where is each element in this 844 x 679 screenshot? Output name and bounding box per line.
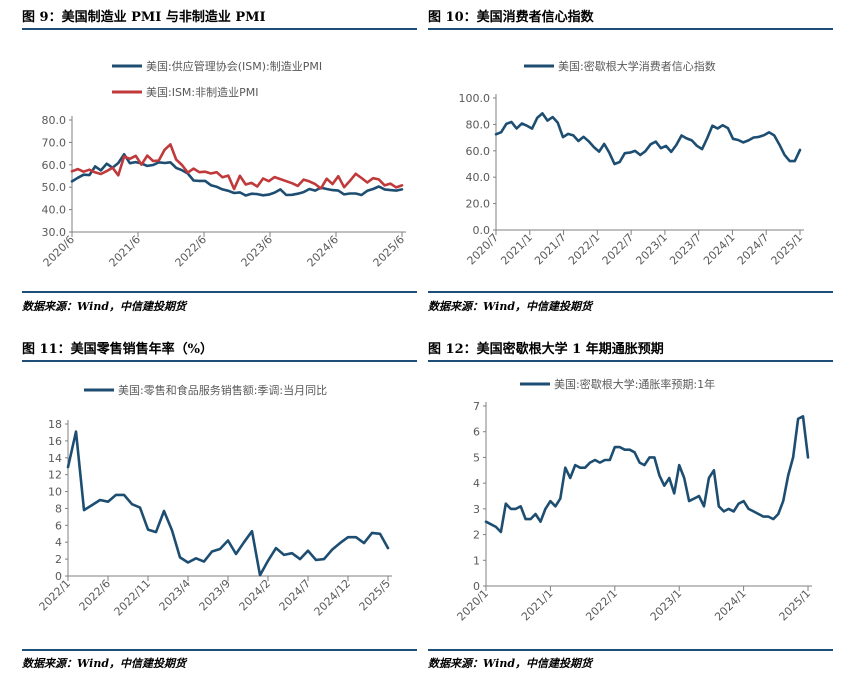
legend-label: 美国:密歇根大学消费者信心指数	[558, 59, 716, 73]
series-line	[70, 153, 404, 197]
legend-label: 美国:密歇根大学:通胀率预期:1年	[554, 377, 715, 391]
x-tick-label: 2025/5	[357, 577, 394, 614]
x-tick-label: 2022/1	[583, 587, 620, 624]
x-tick-label: 2023/6	[239, 233, 276, 270]
y-tick-label: 60.0	[42, 159, 67, 172]
x-tick-label: 2022/6	[173, 233, 210, 270]
title-rule	[22, 28, 417, 30]
x-tick-label: 2021/7	[532, 231, 569, 268]
source-rule	[428, 649, 833, 651]
y-tick-label: 0.0	[473, 224, 491, 237]
x-tick-label: 2023/7	[667, 231, 704, 268]
x-tick-label: 2023/1	[633, 231, 670, 268]
y-tick-label: 14	[48, 452, 62, 465]
x-tick-label: 2025/1	[777, 587, 814, 624]
x-tick-label: 2021/1	[498, 231, 535, 268]
y-tick-label: 20.0	[466, 198, 491, 211]
y-tick-label: 80.0	[466, 118, 491, 131]
chart-panel-inflation-expectations: 图 12：美国密歇根大学 1 年期通胀预期 0 1 2 3 4 5 6 7 2020/1 2021…	[428, 338, 833, 672]
y-tick-label: 30.0	[42, 226, 67, 239]
x-tick-label: 2023/4	[157, 577, 194, 614]
y-tick-label: 2	[473, 529, 480, 542]
y-tick-label: 4	[55, 536, 62, 549]
y-tick-label: 2	[55, 553, 62, 566]
source-rule	[428, 291, 833, 293]
x-tick-label: 2023/1	[648, 587, 685, 624]
x-tick-label: 2024/1	[712, 587, 749, 624]
y-tick-label: 70.0	[42, 136, 67, 149]
y-tick-label: 5	[473, 451, 480, 464]
x-tick-label: 2022/6	[77, 577, 114, 614]
chart-panel-pmi: 图 9：美国制造业 PMI 与非制造业 PMI 30.0 40.0 50.0 60.0…	[22, 6, 417, 316]
y-tick-label: 0	[473, 580, 480, 593]
chart-title: 图 12：美国密歇根大学 1 年期通胀预期	[428, 342, 664, 357]
y-tick-label: 40.0	[466, 171, 491, 184]
data-source: 数据来源：Wind，中信建投期货	[22, 300, 187, 313]
y-tick-label: 7	[473, 400, 480, 413]
source-rule	[22, 291, 417, 293]
series-line	[66, 430, 390, 577]
chart-title: 图 9：美国制造业 PMI 与非制造业 PMI	[22, 10, 266, 25]
legend-label: 美国:零售和食品服务销售额:季调:当月同比	[118, 383, 327, 397]
y-tick-label: 1	[473, 554, 480, 567]
chart-panel-consumer-confidence: 图 10：美国消费者信心指数 0.0 20.0 40.0 60.0 80.0 100.0 2…	[428, 6, 833, 316]
chart-title: 图 10：美国消费者信心指数	[428, 10, 594, 25]
x-tick-label: 2022/11	[112, 577, 154, 619]
legend-label: 美国:供应管理协会(ISM):制造业PMI	[146, 59, 322, 73]
y-tick-label: 6	[55, 519, 62, 532]
x-tick-label: 2024/6	[305, 233, 342, 270]
x-tick-label: 2024/1	[701, 231, 738, 268]
y-tick-label: 18	[48, 418, 62, 431]
legend-label: 美国:ISM:非制造业PMI	[146, 85, 259, 99]
series-line	[484, 414, 810, 534]
y-tick-label: 80.0	[42, 114, 67, 127]
chart-panel-retail-sales: 图 11：美国零售销售年率（%） 0 2 4 6 8 10 12 14 16 18 2022/1 20…	[22, 338, 417, 672]
x-tick-label: 2024/2	[237, 577, 274, 614]
y-tick-label: 0	[55, 570, 62, 583]
title-rule	[22, 360, 417, 362]
x-tick-label: 2025/6	[371, 233, 408, 270]
data-source: 数据来源：Wind，中信建投期货	[428, 300, 593, 313]
title-rule	[428, 28, 833, 30]
y-tick-label: 10	[48, 486, 62, 499]
data-source: 数据来源：Wind，中信建投期货	[22, 657, 187, 670]
data-source: 数据来源：Wind，中信建投期货	[428, 657, 593, 670]
source-rule	[22, 649, 417, 651]
y-tick-label: 8	[55, 502, 62, 515]
series-line	[70, 143, 404, 191]
title-rule	[428, 360, 833, 362]
x-tick-label: 2021/6	[107, 233, 144, 270]
x-tick-label: 2025/1	[769, 231, 806, 268]
x-tick-label: 2024/12	[312, 577, 354, 619]
y-tick-label: 100.0	[459, 92, 491, 105]
x-tick-label: 2022/1	[566, 231, 603, 268]
x-tick-label: 2024/7	[735, 231, 772, 268]
consumer-confidence-chart: 0.020.040.060.080.0100.02020/72021/12021…	[459, 59, 806, 268]
series-line	[494, 112, 802, 166]
y-tick-label: 16	[48, 435, 62, 448]
y-tick-label: 3	[473, 503, 480, 516]
y-tick-label: 6	[473, 426, 480, 439]
y-tick-label: 50.0	[42, 181, 67, 194]
y-tick-label: 4	[473, 477, 480, 490]
x-tick-label: 2024/7	[277, 577, 314, 614]
chart-title: 图 11：美国零售销售年率（%）	[22, 342, 213, 357]
y-tick-label: 60.0	[466, 145, 491, 158]
x-tick-label: 2023/9	[197, 577, 234, 614]
y-tick-label: 40.0	[42, 204, 67, 217]
x-tick-label: 2022/7	[600, 231, 637, 268]
y-tick-label: 12	[48, 469, 62, 482]
x-tick-label: 2021/1	[519, 587, 556, 624]
